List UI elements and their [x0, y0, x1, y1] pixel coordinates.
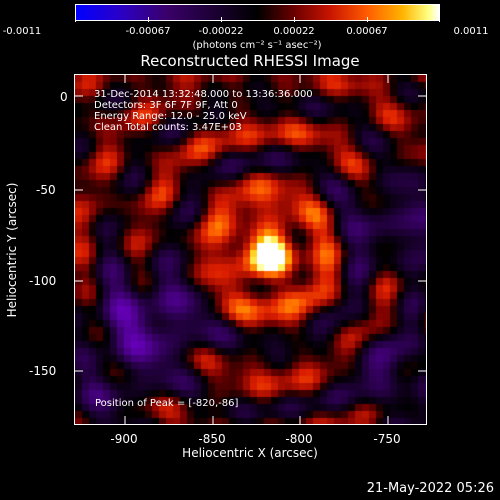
image-plot: 31-Dec-2014 13:32:48.000 to 13:36:36.000… — [74, 74, 427, 425]
axis-ticks — [75, 75, 426, 424]
y-axis-label: Heliocentric Y (arcsec) — [5, 182, 19, 318]
colorbar-tick-label: -0.0011 — [2, 26, 42, 37]
colorbar — [75, 4, 440, 21]
colorbar-unit-label: (photons cm⁻² s⁻¹ asec⁻²) — [192, 40, 322, 51]
x-tick-label: -800 — [285, 432, 313, 446]
colorbar-tick-label: -0.00067 — [125, 26, 171, 37]
colorbar-tick-label: 0.00067 — [346, 26, 388, 37]
observation-time-label: 31-Dec-2014 13:32:48.000 to 13:36:36.000 — [94, 89, 313, 100]
plot-title: Reconstructed RHESSI Image — [140, 52, 360, 70]
colorbar-tick-label: -0.00022 — [198, 26, 244, 37]
x-tick-label: -900 — [110, 432, 138, 446]
colorbar-tick — [294, 17, 295, 22]
x-tick-label: -750 — [373, 432, 401, 446]
colorbar-tick — [148, 17, 149, 22]
y-tick-label: -100 — [29, 274, 57, 288]
y-tick-label: -150 — [29, 364, 57, 378]
x-tick-label: -850 — [198, 432, 226, 446]
colorbar-tick-label: 0.00022 — [273, 26, 315, 37]
total-counts-label: Clean Total counts: 3.47E+03 — [94, 122, 242, 133]
x-axis-label: Heliocentric X (arcsec) — [182, 446, 318, 460]
peak-position-label: Position of Peak = [-820,-86] — [95, 398, 239, 409]
colorbar-tick — [75, 17, 76, 22]
footer-timestamp: 21-May-2022 05:26 — [366, 481, 494, 496]
y-tick-label: -50 — [36, 183, 56, 197]
detectors-label: Detectors: 3F 6F 7F 9F, Att 0 — [94, 100, 238, 111]
energy-range-label: Energy Range: 12.0 - 25.0 keV — [94, 111, 247, 122]
colorbar-tick — [439, 17, 440, 22]
colorbar-tick — [367, 17, 368, 22]
colorbar-tick-label: 0.0011 — [453, 26, 489, 37]
heatmap-image — [75, 75, 426, 424]
y-tick-label: 0 — [60, 90, 68, 104]
colorbar-tick — [221, 17, 222, 22]
